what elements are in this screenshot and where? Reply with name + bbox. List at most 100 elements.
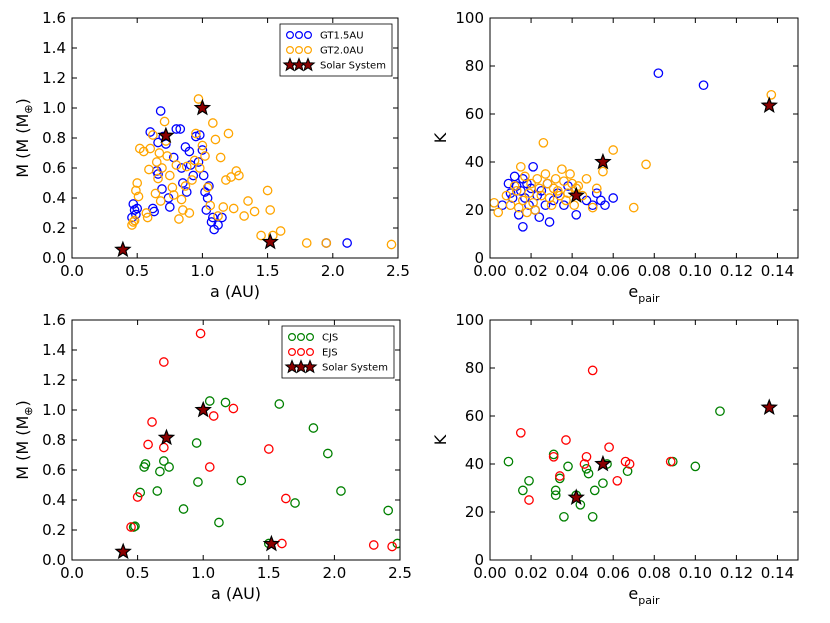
point-solar-system <box>594 454 612 472</box>
point-ejs <box>387 541 397 552</box>
point-gt20au <box>546 200 557 211</box>
x-axis-label: a (AU) <box>210 282 260 301</box>
point-ejs <box>132 492 143 502</box>
y-axis-label: K <box>431 132 450 143</box>
y-tick-label: 0.2 <box>42 521 66 539</box>
point-gt20au <box>150 188 161 199</box>
x-tick-label: 0.08 <box>638 262 671 280</box>
x-tick-label: 0.08 <box>638 564 671 582</box>
point-ejs <box>208 411 219 421</box>
x-tick-label: 0.0 <box>60 564 84 582</box>
point-gt15au <box>571 209 582 220</box>
legend-marker <box>288 348 297 357</box>
point-solar-system <box>114 240 132 258</box>
point-ejs <box>158 442 169 453</box>
point-gt15au <box>132 203 143 214</box>
point-gt15au <box>197 145 208 155</box>
x-tick-label: 0.12 <box>720 564 753 582</box>
y-tick-label: 1.6 <box>42 311 66 329</box>
legend-marker <box>300 57 316 72</box>
axes-frame <box>71 17 399 259</box>
y-tick-label: 0.8 <box>42 129 66 147</box>
point-gt20au <box>608 145 619 155</box>
point-gt20au <box>131 185 141 196</box>
panel-top-left: 0.0 0.5 1.0 1.5 2.0 2.5 0.0 0.2 0.4 0.6 0.8 1.0 1.2 1… <box>13 9 410 301</box>
point-solar-system <box>760 398 778 416</box>
y-tick-label: 0.2 <box>42 219 66 237</box>
legend-label: GT2.0AU <box>320 46 364 57</box>
point-ejs <box>281 493 291 504</box>
point-gt20au <box>321 238 332 248</box>
x-tick-label: 0.12 <box>720 262 753 280</box>
point-gt15au <box>181 187 192 197</box>
point-ejs <box>548 451 559 462</box>
point-gt20au <box>591 183 602 194</box>
point-gt20au <box>218 202 229 212</box>
point-gt15au <box>207 212 218 223</box>
point-gt15au <box>175 124 186 134</box>
point-gt20au <box>528 197 538 208</box>
legend-marker <box>297 348 306 357</box>
point-ejs <box>554 471 565 481</box>
point-ejs <box>561 435 571 445</box>
point-cjs <box>503 456 514 467</box>
point-ejs <box>195 328 206 339</box>
point-gt20au <box>552 185 563 196</box>
x-tick-label: 1.0 <box>191 564 215 582</box>
x-tick-label: 1.0 <box>190 262 214 280</box>
point-gt20au <box>565 169 575 179</box>
point-ejs <box>581 451 592 462</box>
point-gt15au <box>518 221 528 232</box>
point-ejs <box>579 459 590 469</box>
legend-marker <box>304 31 313 40</box>
point-ejs <box>612 475 623 486</box>
x-tick-label: 2.0 <box>321 262 345 280</box>
point-gt20au <box>301 238 312 248</box>
point-gt20au <box>544 193 555 203</box>
point-cjs <box>622 466 633 477</box>
y-tick-label: 20 <box>465 201 484 219</box>
point-cjs <box>322 448 333 459</box>
point-cjs <box>155 466 165 477</box>
point-cjs <box>587 511 598 522</box>
point-gt15au <box>534 212 545 223</box>
point-gt15au <box>164 202 175 212</box>
point-gt20au <box>207 118 218 128</box>
point-ejs <box>228 403 239 414</box>
point-gt20au <box>189 155 200 166</box>
legend-label: Solar System <box>320 61 386 72</box>
point-ejs <box>368 540 379 550</box>
point-gt20au <box>159 116 170 127</box>
point-solar-system <box>114 542 132 560</box>
y-tick-label: 1.2 <box>42 69 66 87</box>
point-gt15au <box>608 193 619 203</box>
point-gt20au <box>587 202 598 213</box>
point-solar-system <box>261 232 279 250</box>
point-gt15au <box>540 200 551 211</box>
y-tick-label: 40 <box>465 455 484 473</box>
y-tick-label: 1.4 <box>42 39 66 57</box>
point-gt20au <box>180 181 191 191</box>
point-gt15au <box>509 171 520 182</box>
point-gt20au <box>129 215 140 226</box>
point-gt20au <box>213 211 223 221</box>
y-tick-label: 0.0 <box>42 551 66 569</box>
point-cjs <box>274 399 285 409</box>
point-gt20au <box>181 161 192 172</box>
point-gt20au <box>162 151 173 161</box>
point-solar-system <box>193 98 212 116</box>
point-gt20au <box>144 164 154 175</box>
y-tick-label: 60 <box>465 105 484 123</box>
point-cjs <box>581 463 592 474</box>
point-cjs <box>178 504 189 514</box>
plot-area <box>126 328 400 552</box>
point-gt15au <box>177 178 188 188</box>
point-gt15au <box>155 106 166 116</box>
point-gt15au <box>198 170 209 181</box>
point-gt20au <box>243 196 253 206</box>
point-solar-system <box>157 126 175 144</box>
x-tick-label: 0.04 <box>555 564 588 582</box>
point-gt20au <box>151 157 162 167</box>
point-gt20au <box>141 208 152 218</box>
point-gt20au <box>205 200 216 211</box>
